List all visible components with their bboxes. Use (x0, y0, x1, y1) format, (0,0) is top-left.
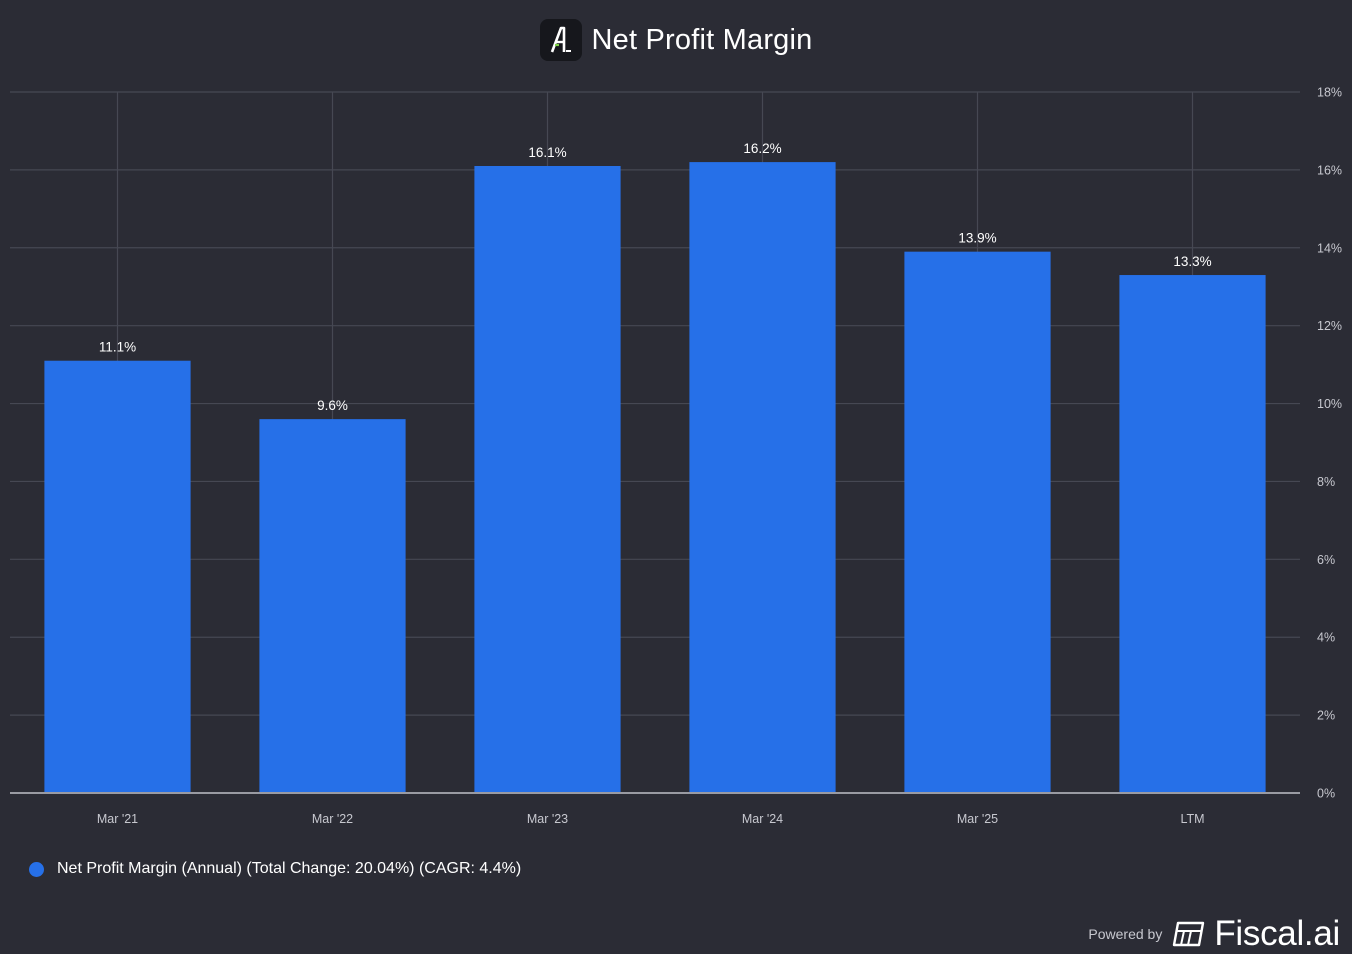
x-tick-label: Mar '21 (97, 812, 138, 826)
x-tick-label: Mar '24 (742, 812, 783, 826)
chart-title: Net Profit Margin (591, 23, 813, 56)
y-tick-label: 2% (1317, 709, 1335, 723)
legend-label: Net Profit Margin (Annual) (Total Change… (57, 860, 522, 877)
bar (904, 251, 1051, 793)
legend-marker (29, 861, 44, 877)
bar-value-label: 16.2% (743, 141, 781, 156)
bar-chart: 0% 2% 4% 6% 8% 10% 12% 14% 16% 18% 11.1% Mar '21 9.6… (10, 86, 1342, 826)
y-tick-label: 16% (1317, 163, 1342, 177)
fiscal-ai-logo-icon (1173, 921, 1205, 947)
bar (689, 162, 836, 794)
powered-by-footer: Powered by Fiscal.ai (1088, 914, 1340, 953)
logo-a-icon (550, 26, 571, 53)
bar-value-label: 13.3% (1173, 254, 1211, 269)
bar (259, 419, 406, 793)
bar (474, 165, 621, 793)
bar-value-label: 11.1% (99, 340, 136, 355)
y-tick-label: 4% (1317, 631, 1335, 645)
y-tick-label: 6% (1317, 553, 1335, 567)
x-tick-label: Mar '25 (957, 812, 998, 826)
y-tick-label: 14% (1317, 241, 1342, 255)
y-tick-label: 18% (1317, 86, 1342, 100)
app-logo (539, 19, 582, 61)
bar (44, 360, 191, 793)
powered-by-text: Powered by (1088, 926, 1163, 942)
x-tick-label: LTM (1180, 812, 1204, 826)
brand-name: Fiscal.ai (1214, 914, 1340, 953)
y-tick-label: 0% (1317, 787, 1335, 801)
x-tick-label: Mar '22 (312, 812, 353, 826)
y-tick-label: 12% (1317, 319, 1342, 333)
chart-header: Net Profit Margin (0, 18, 1352, 62)
bar (1119, 275, 1266, 793)
chart-legend[interactable]: Net Profit Margin (Annual) (Total Change… (29, 858, 521, 880)
bar-value-label: 9.6% (317, 398, 348, 413)
y-tick-label: 8% (1317, 475, 1335, 489)
x-tick-label: Mar '23 (527, 812, 568, 826)
y-tick-label: 10% (1317, 397, 1342, 411)
bar-value-label: 13.9% (958, 231, 996, 246)
bar-value-label: 16.1% (528, 145, 566, 160)
